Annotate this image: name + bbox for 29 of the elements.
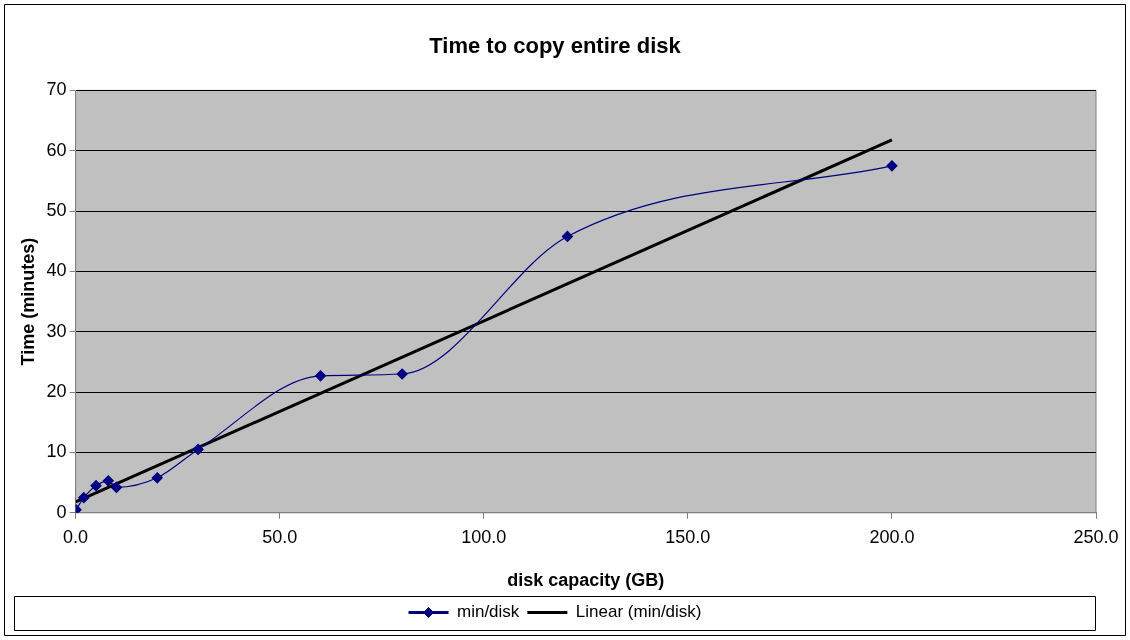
x-tick-label: 250.0 <box>1073 526 1119 547</box>
x-tick-label: 200.0 <box>869 526 915 547</box>
x-tick-label: 150.0 <box>665 526 711 547</box>
x-tick-label: 50.0 <box>262 526 298 547</box>
point <box>314 370 327 382</box>
y-tick-label: 20 <box>46 381 67 402</box>
y-tick-label: 10 <box>46 441 67 462</box>
point <box>561 230 574 243</box>
point <box>110 481 123 494</box>
y-tick-label: 70 <box>46 79 67 100</box>
y-tick-label: 40 <box>46 260 67 281</box>
y-tick-label: 50 <box>46 200 67 221</box>
chart-title: Time to copy entire disk <box>429 33 682 59</box>
x-axis-title: disk capacity (GB) <box>507 570 665 591</box>
point <box>78 492 90 504</box>
point <box>192 443 204 456</box>
x-tick-label: 100.0 <box>461 526 507 547</box>
point <box>886 160 898 172</box>
y-tick-label: 60 <box>46 139 67 160</box>
y-axis-title: Time (minutes) <box>17 237 38 366</box>
point <box>151 472 163 484</box>
y-tick-label: 30 <box>46 320 67 341</box>
point <box>396 368 408 380</box>
legend-label: Linear (min/disk) <box>575 602 702 622</box>
legend-label: min/disk <box>457 602 520 622</box>
y-tick-label: 0 <box>56 501 67 522</box>
x-tick-label: 0.0 <box>63 526 89 547</box>
point <box>102 475 114 487</box>
point <box>90 480 102 492</box>
